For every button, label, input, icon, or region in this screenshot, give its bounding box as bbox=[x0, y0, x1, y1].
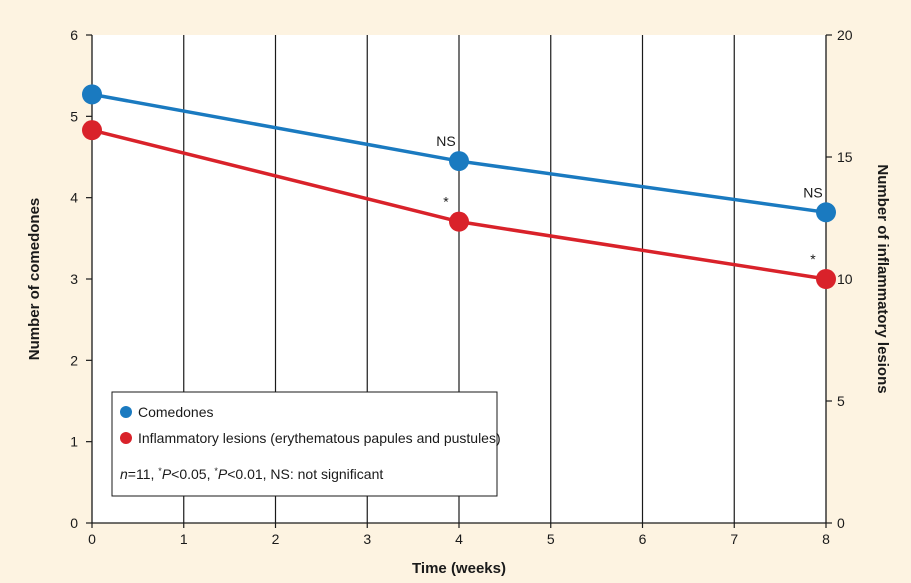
series-0-point bbox=[816, 202, 836, 223]
left-y-tick-label: 1 bbox=[70, 434, 78, 450]
x-tick-label: 8 bbox=[822, 531, 830, 547]
right-y-tick-label: 15 bbox=[837, 149, 853, 165]
x-tick-label: 7 bbox=[730, 531, 738, 547]
legend-box bbox=[111, 391, 498, 497]
x-tick-label: 2 bbox=[272, 531, 280, 547]
right-y-ticks: 0 5 10 15 20 bbox=[826, 27, 853, 531]
x-tick-label: 0 bbox=[88, 531, 96, 547]
x-tick-label: 6 bbox=[639, 531, 647, 547]
vertical-gridlines bbox=[183, 35, 735, 523]
left-y-axis-title: Number of comedones bbox=[26, 198, 43, 361]
left-y-tick-label: 3 bbox=[70, 271, 78, 287]
left-y-tick-label: 4 bbox=[70, 190, 78, 206]
legend-comedones-marker bbox=[120, 406, 132, 418]
series-0-point bbox=[82, 84, 102, 105]
x-tick-label: 3 bbox=[363, 531, 371, 547]
significance-annotation: NS bbox=[803, 184, 822, 200]
significance-annotation: NS bbox=[436, 133, 455, 149]
note-n-value: =11, bbox=[128, 466, 159, 482]
note-p-1: P bbox=[162, 466, 172, 482]
right-y-tick-label: 10 bbox=[837, 271, 853, 287]
left-y-tick-label: 0 bbox=[70, 515, 78, 531]
right-y-tick-label: 5 bbox=[837, 393, 845, 409]
right-y-axis-title: Number of inflammatory lesions bbox=[874, 164, 891, 393]
note-p-2-value: <0.01, NS: not significant bbox=[227, 466, 383, 482]
legend-comedones-label: Comedones bbox=[138, 404, 214, 420]
right-y-tick-label: 20 bbox=[837, 27, 853, 43]
x-tick-label: 5 bbox=[547, 531, 555, 547]
significance-annotation: * bbox=[443, 194, 449, 210]
series-1-point bbox=[449, 211, 469, 232]
x-tick-label: 1 bbox=[180, 531, 188, 547]
series-1-point bbox=[816, 269, 836, 289]
series-1-point bbox=[82, 120, 102, 141]
right-y-tick-label: 0 bbox=[837, 515, 845, 531]
left-y-tick-label: 2 bbox=[70, 352, 78, 368]
left-y-ticks: 0 1 2 3 4 5 6 bbox=[70, 27, 92, 531]
x-axis-title: Time (weeks) bbox=[412, 560, 506, 577]
note-p-1-value: <0.05, bbox=[171, 466, 214, 482]
legend-statistics-note: n=11, *P<0.05, *P<0.01, NS: not signific… bbox=[120, 466, 383, 482]
note-star-1: * bbox=[158, 466, 162, 476]
left-y-tick-label: 5 bbox=[70, 108, 78, 124]
x-tick-label: 4 bbox=[455, 531, 463, 547]
series-0-point bbox=[449, 151, 469, 172]
left-y-tick-label: 6 bbox=[70, 27, 78, 43]
series-layer: NS NS * * bbox=[82, 84, 836, 289]
note-p-2: P bbox=[218, 466, 228, 482]
x-ticks: 0 1 2 3 4 5 6 7 8 bbox=[88, 523, 830, 547]
legend-inflammatory-label: Inflammatory lesions (erythematous papul… bbox=[138, 430, 501, 446]
legend: Comedones Inflammatory lesions (erythema… bbox=[111, 391, 501, 497]
note-n: n bbox=[120, 466, 128, 482]
legend-inflammatory-marker bbox=[120, 432, 132, 444]
significance-annotation: * bbox=[810, 251, 816, 267]
note-star-2: * bbox=[214, 466, 218, 476]
